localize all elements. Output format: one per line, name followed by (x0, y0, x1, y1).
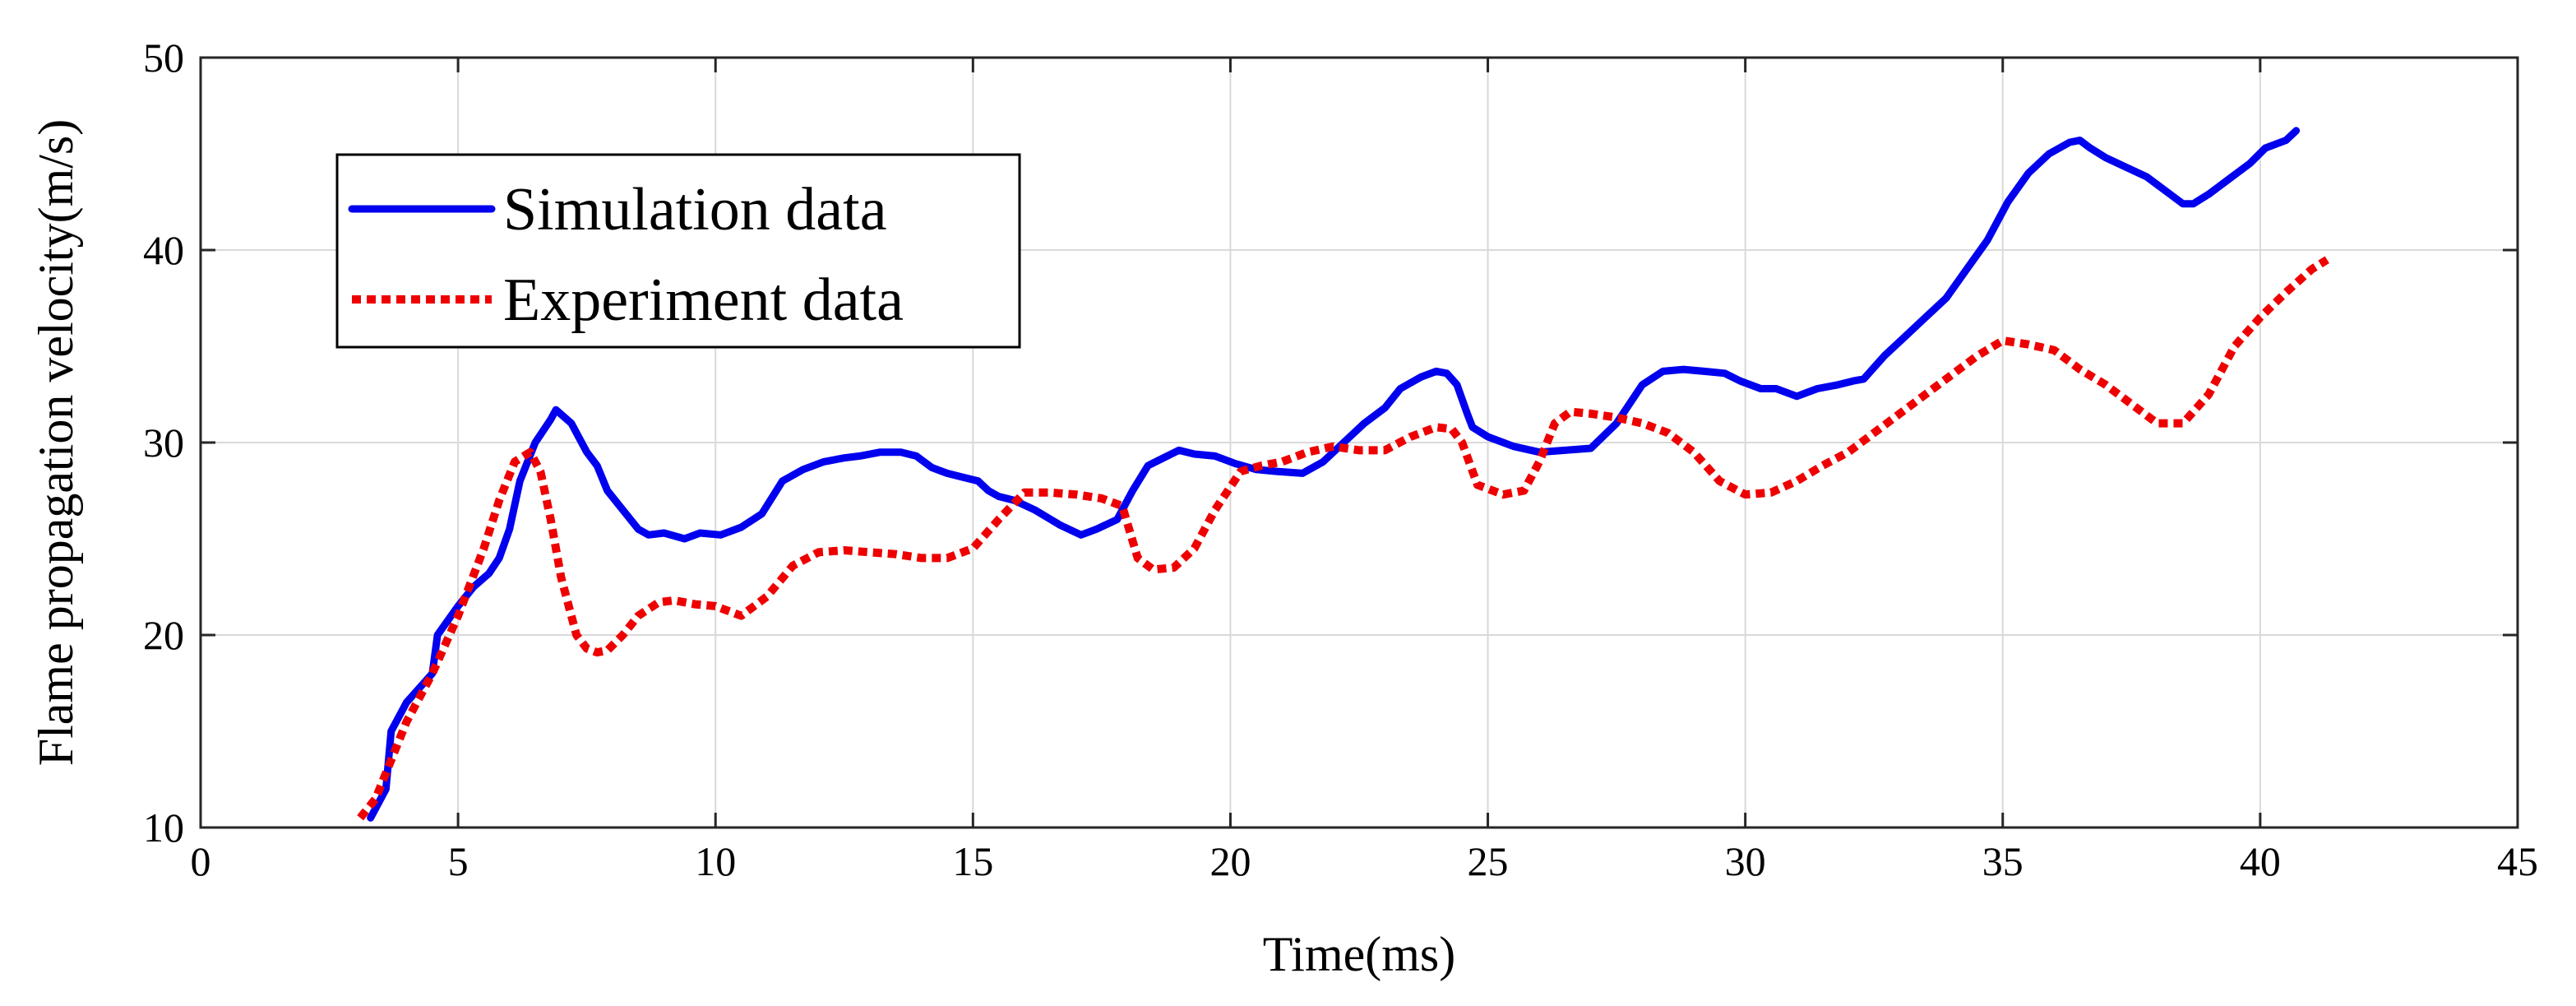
x-tick-label: 45 (2497, 838, 2538, 884)
x-tick-label: 10 (695, 838, 736, 884)
x-tick-label: 15 (952, 838, 993, 884)
legend-label-simulation: Simulation data (503, 176, 887, 243)
x-tick-label: 25 (1468, 838, 1509, 884)
x-tick-label: 0 (191, 838, 211, 884)
y-axis-title: Flame propagation velocity(m/s) (29, 119, 83, 766)
x-tick-label: 5 (448, 838, 469, 884)
y-tick-label: 30 (143, 420, 184, 466)
x-tick-label: 35 (1982, 838, 2023, 884)
y-tick-label: 50 (143, 35, 184, 81)
x-axis-title: Time(ms) (1263, 927, 1456, 981)
series-line-experiment (357, 256, 2329, 821)
legend: Simulation data Experiment data (335, 153, 1021, 349)
y-tick-label: 10 (143, 804, 184, 851)
y-tick-label: 20 (143, 612, 184, 658)
x-tick-label: 30 (1725, 838, 1766, 884)
x-tick-label: 20 (1209, 838, 1251, 884)
axis-ticks: 0 5 10 15 20 25 30 35 40 45 10 20 30 40 50 (143, 35, 2538, 884)
series-line-simulation (367, 127, 2301, 822)
y-tick-label: 40 (143, 227, 184, 273)
legend-label-experiment: Experiment data (503, 267, 904, 334)
x-tick-label: 40 (2240, 838, 2281, 884)
legend-box (335, 153, 1021, 349)
series-lines (357, 127, 2329, 822)
